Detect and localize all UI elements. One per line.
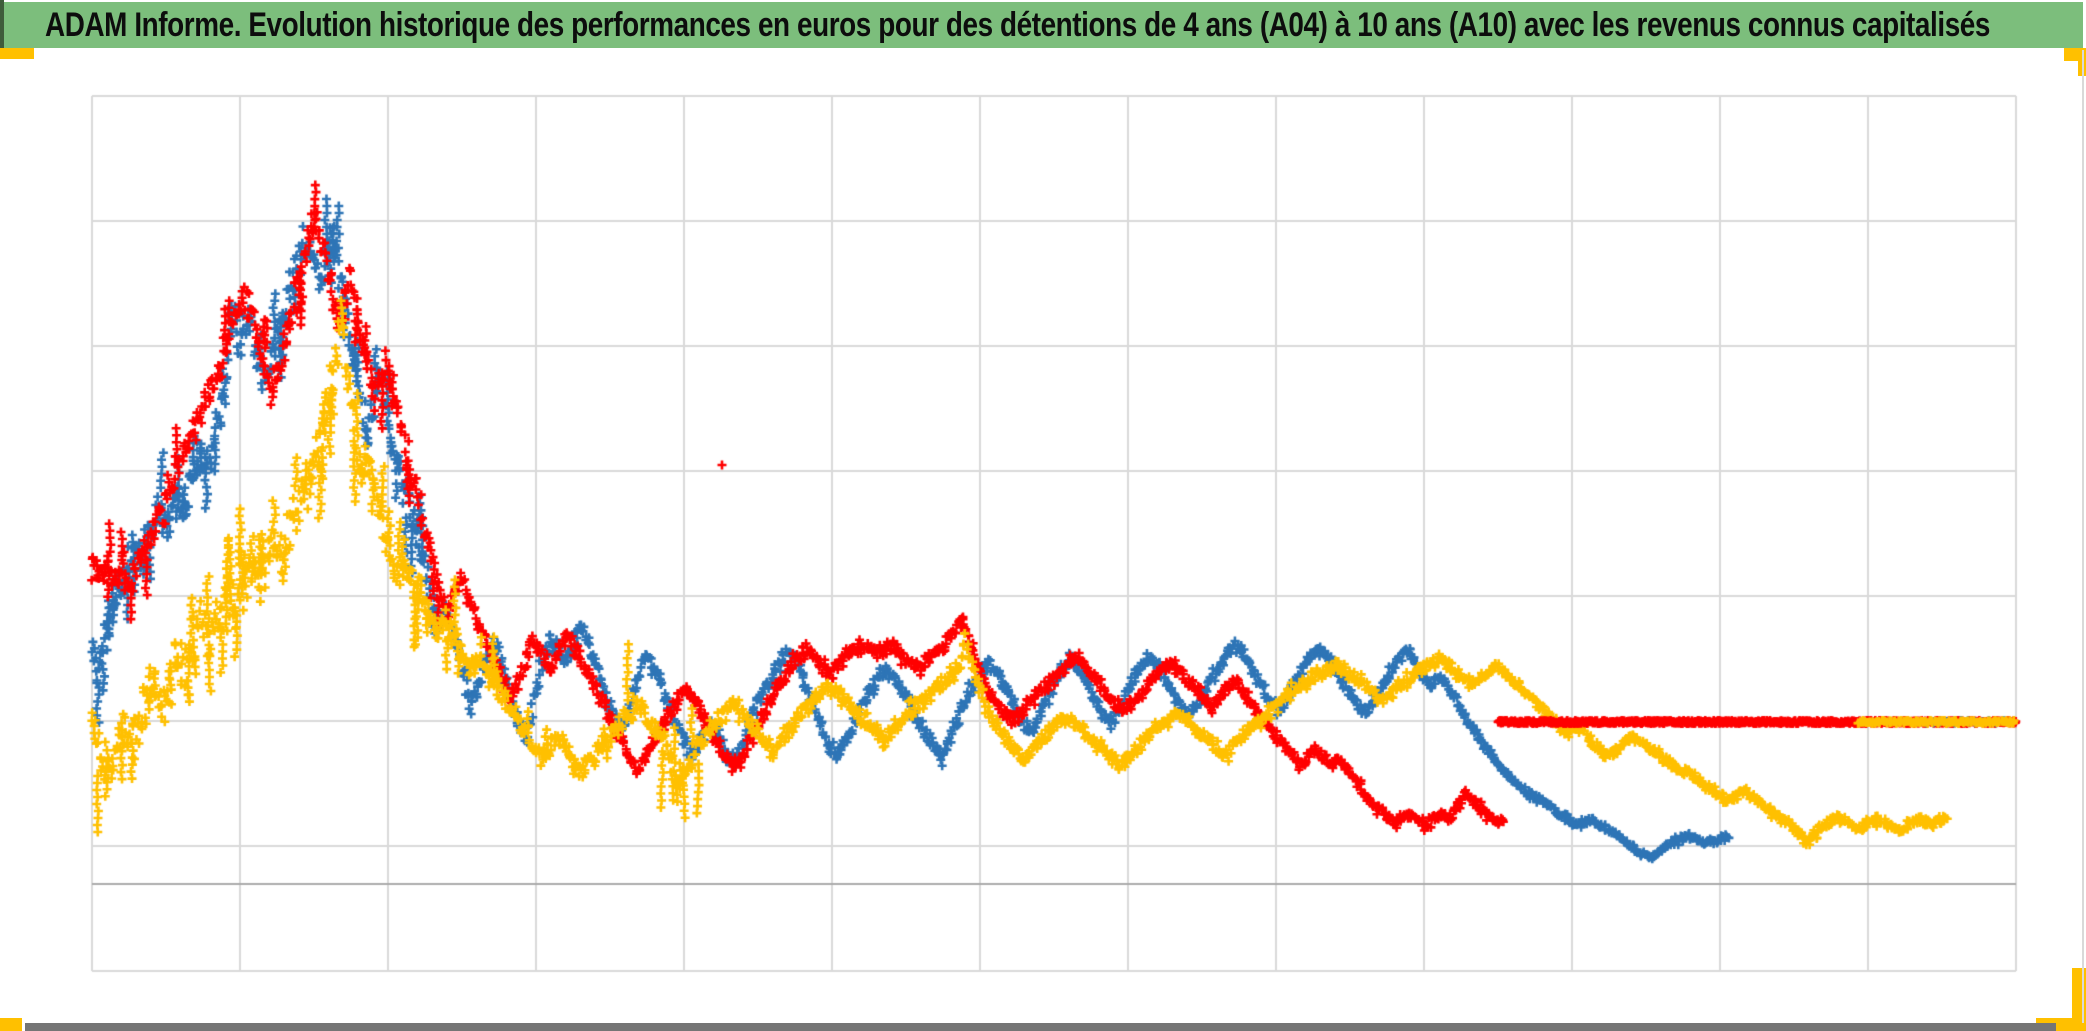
selection-handle-bottom-left xyxy=(0,1018,22,1031)
window-right-edge-line xyxy=(2082,50,2084,1023)
selection-handle-top-left xyxy=(0,48,34,59)
window-bottom-bar xyxy=(25,1023,2056,1031)
